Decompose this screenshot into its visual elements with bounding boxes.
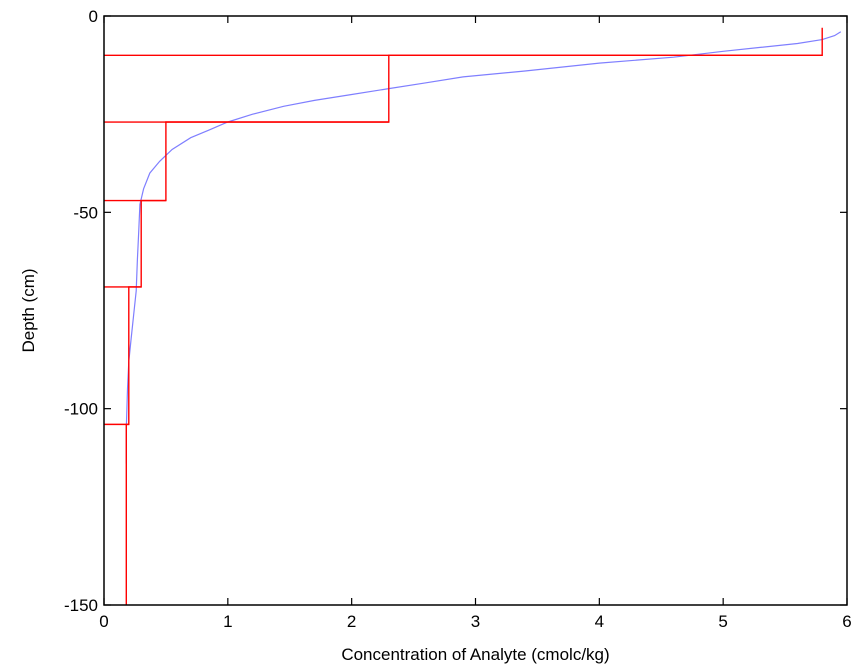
x-tick-label: 0 bbox=[99, 612, 108, 631]
x-axis-ticks: 0 1 2 3 4 5 6 bbox=[99, 16, 852, 631]
x-axis-title: Concentration of Analyte (cmolc/kg) bbox=[341, 645, 609, 664]
x-tick-label: 4 bbox=[595, 612, 604, 631]
y-tick-label: 0 bbox=[89, 7, 98, 26]
layer-step-line bbox=[125, 27, 823, 605]
y-axis-ticks: 0 -50 -100 -150 bbox=[64, 7, 847, 615]
plot-area-frame bbox=[103, 15, 848, 606]
x-tick-label: 2 bbox=[347, 612, 356, 631]
concentration-profile-line bbox=[125, 31, 842, 464]
x-tick-label: 5 bbox=[718, 612, 727, 631]
y-axis-title: Depth (cm) bbox=[19, 268, 38, 352]
y-tick-label: -50 bbox=[73, 203, 98, 222]
x-tick-label: 3 bbox=[471, 612, 480, 631]
y-tick-label: -100 bbox=[64, 400, 98, 419]
plot-content bbox=[104, 27, 842, 605]
x-tick-label: 6 bbox=[842, 612, 851, 631]
y-tick-label: -150 bbox=[64, 596, 98, 615]
x-tick-label: 1 bbox=[223, 612, 232, 631]
